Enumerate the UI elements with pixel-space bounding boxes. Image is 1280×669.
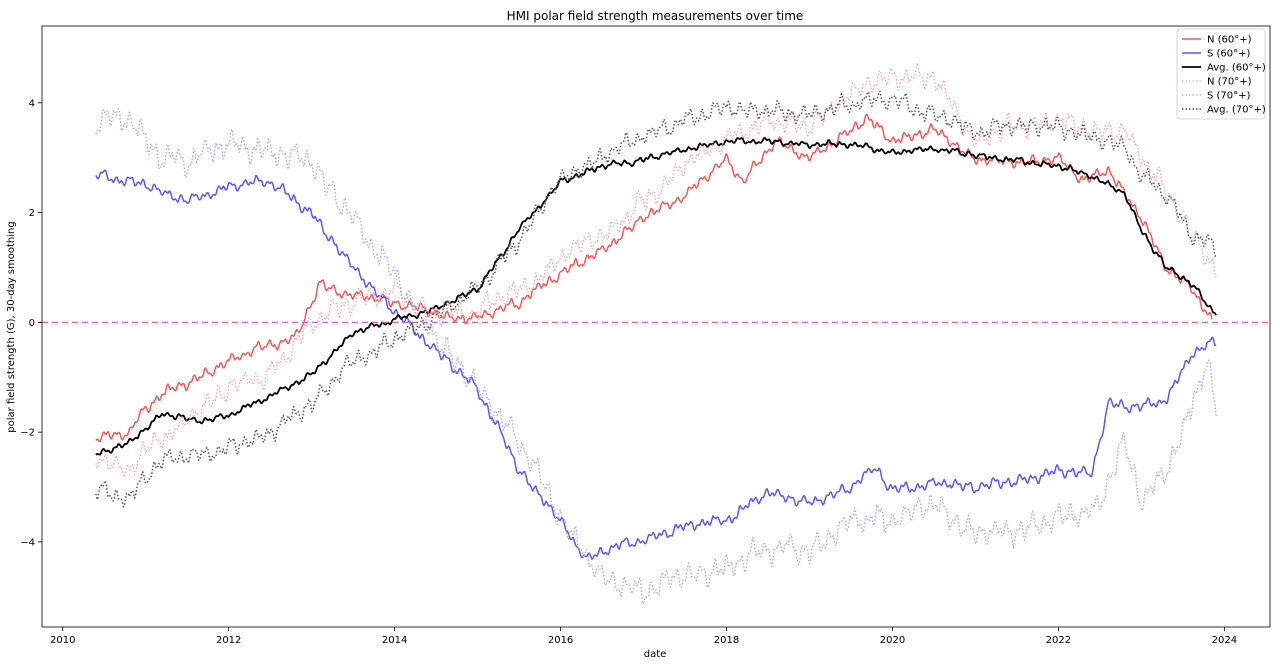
x-tick-label: 2010 <box>50 635 75 646</box>
plot-area <box>41 25 1271 628</box>
legend-box <box>1176 28 1266 120</box>
y-tick-label: −4 <box>20 537 35 548</box>
series-line-1 <box>95 169 1217 560</box>
legend-label-0: N (60°+) <box>1207 35 1252 46</box>
y-axis-label: polar field strength (G), 30-day smoothi… <box>6 221 17 432</box>
plot-frame <box>41 25 1271 628</box>
legend: N (60°+) S (60°+) Avg. (60°+) N (70°+) S (70… <box>1176 28 1266 120</box>
y-tick-label: 2 <box>29 208 35 219</box>
x-tick-label: 2014 <box>382 635 407 646</box>
series-group <box>95 62 1217 605</box>
legend-label-1: S (60°+) <box>1207 49 1251 60</box>
chart-title: HMI polar field strength measurements ov… <box>507 9 804 23</box>
y-tick-label: 4 <box>29 98 35 109</box>
series-line-4 <box>95 107 1217 605</box>
y-axis: −4 −2 0 2 4 <box>20 98 42 548</box>
x-tick-label: 2020 <box>880 635 905 646</box>
x-axis-label: date <box>644 649 667 660</box>
legend-label-3: N (70°+) <box>1207 77 1252 88</box>
legend-label-4: S (70°+) <box>1207 91 1251 102</box>
x-tick-label: 2024 <box>1212 635 1237 646</box>
series-line-2 <box>95 137 1217 456</box>
series-line-5 <box>95 90 1217 508</box>
x-tick-label: 2012 <box>216 635 241 646</box>
x-axis: 2010 2012 2014 2016 2018 2020 2022 2024 <box>50 627 1237 646</box>
legend-label-2: Avg. (60°+) <box>1207 63 1266 74</box>
y-tick-label: −2 <box>20 428 35 439</box>
legend-label-5: Avg. (70°+) <box>1207 105 1266 116</box>
series-line-0 <box>95 114 1213 443</box>
x-tick-label: 2022 <box>1046 635 1071 646</box>
x-tick-label: 2016 <box>548 635 573 646</box>
y-tick-label: 0 <box>29 318 35 329</box>
x-tick-label: 2018 <box>714 635 739 646</box>
